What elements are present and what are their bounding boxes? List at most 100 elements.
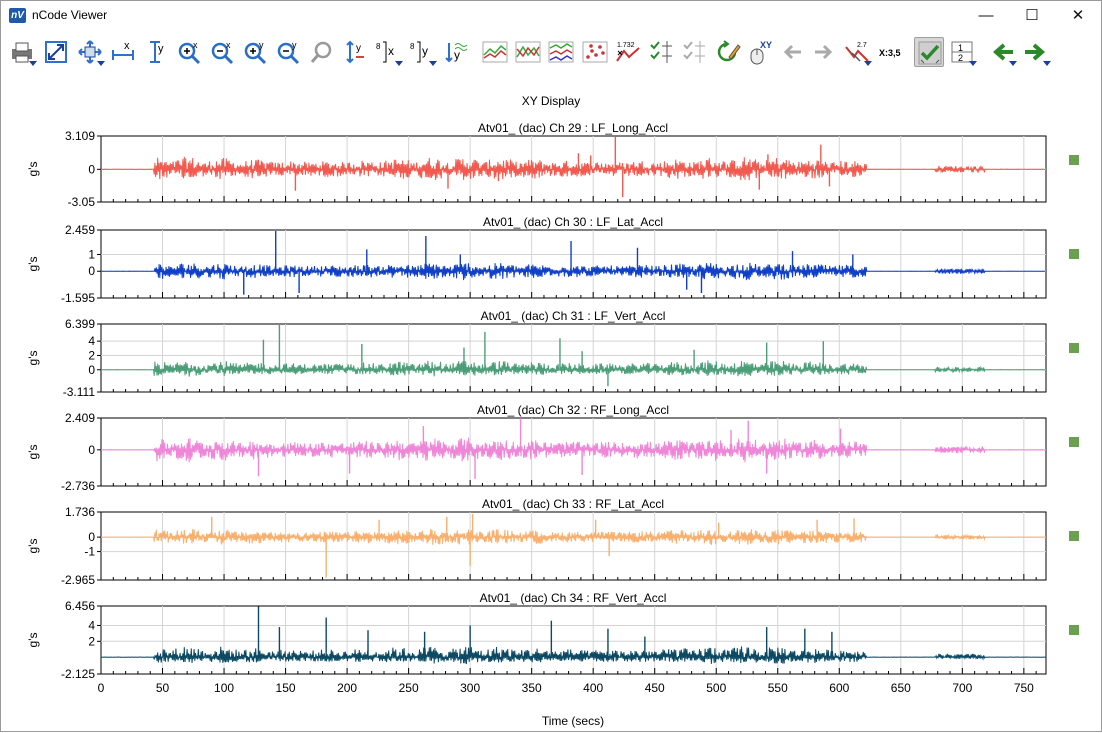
back-gray-glyph bbox=[783, 44, 801, 60]
svg-text:8: 8 bbox=[410, 42, 415, 51]
pan-icon[interactable] bbox=[75, 37, 105, 67]
x-tick-label: 350 bbox=[522, 681, 542, 695]
previous-arrow-icon[interactable] bbox=[987, 37, 1017, 67]
x-tick-label: 600 bbox=[829, 681, 849, 695]
dropdown-arrow-icon bbox=[97, 61, 105, 66]
legend-marker[interactable] bbox=[1069, 625, 1079, 635]
scatter-icon[interactable] bbox=[580, 37, 610, 67]
next-arrow-glyph bbox=[1025, 43, 1046, 61]
x-tick-label: 0 bbox=[98, 681, 105, 695]
x-range-icon[interactable]: x bbox=[109, 37, 139, 67]
x-range-glyph: x bbox=[112, 40, 134, 60]
y-scale-glyph: y bbox=[346, 40, 364, 64]
page-layout-glyph: 12 bbox=[951, 41, 973, 63]
zoom-out-x-icon[interactable]: x bbox=[208, 37, 238, 67]
svg-text:1.732: 1.732 bbox=[617, 42, 635, 49]
zoom-out-y-icon[interactable]: y bbox=[274, 37, 304, 67]
mouse-xy-icon[interactable]: XY bbox=[745, 37, 775, 67]
dropdown-arrow-icon bbox=[29, 61, 37, 66]
forward-gray-glyph bbox=[815, 44, 833, 60]
zoom-in-x-icon[interactable]: x bbox=[175, 37, 205, 67]
series-line bbox=[100, 262, 1046, 281]
dropdown-arrow-icon bbox=[1009, 61, 1017, 66]
series-line bbox=[100, 156, 1046, 181]
svg-text:y: y bbox=[158, 43, 164, 55]
y-scale-icon[interactable]: y bbox=[340, 37, 370, 67]
peak-marker-glyph: 2.7 bbox=[845, 42, 869, 62]
plot-area[interactable] bbox=[100, 511, 1047, 581]
y-axis-label: g's bbox=[26, 539, 40, 554]
y-tick-label: 3.109 bbox=[65, 129, 95, 143]
x-tick-label: 500 bbox=[706, 681, 726, 695]
x-tick-label: 550 bbox=[768, 681, 788, 695]
zoom-icon[interactable] bbox=[307, 37, 337, 67]
x-tick-label: 250 bbox=[399, 681, 419, 695]
value-readout-glyph: 1.732 bbox=[616, 42, 640, 62]
scatter-glyph bbox=[582, 41, 608, 63]
x-tick-label: 100 bbox=[214, 681, 234, 695]
plot-area[interactable] bbox=[100, 323, 1047, 393]
plot-area[interactable] bbox=[100, 229, 1047, 299]
legend-marker[interactable] bbox=[1069, 531, 1079, 541]
overlay-lines-icon[interactable] bbox=[480, 37, 510, 67]
overlay-crossed-icon[interactable] bbox=[513, 37, 543, 67]
stacked-lines-icon[interactable] bbox=[546, 37, 576, 67]
series-title: Atv01_ (dac) Ch 29 : LF_Long_Accl bbox=[478, 121, 668, 135]
svg-text:X:3,5: X:3,5 bbox=[879, 48, 901, 58]
y-tick-label: 6.456 bbox=[65, 599, 95, 613]
previous-arrow-glyph bbox=[992, 43, 1013, 61]
maximize-button[interactable]: ☐ bbox=[1025, 7, 1039, 24]
y-tick-label: 2 bbox=[88, 348, 95, 362]
y-tick-label: 0 bbox=[88, 443, 95, 457]
svg-text:x: x bbox=[193, 40, 198, 50]
y-axis-label: g's bbox=[26, 162, 40, 177]
back-gray-icon[interactable] bbox=[777, 37, 807, 67]
plot-area[interactable] bbox=[100, 605, 1047, 675]
zoom-in-y-icon[interactable]: y bbox=[241, 37, 271, 67]
cursor-values-icon[interactable] bbox=[646, 37, 676, 67]
next-arrow-icon[interactable] bbox=[1021, 37, 1051, 67]
xy-coordinates-icon[interactable]: X:3,5 bbox=[877, 37, 907, 67]
cursor-clear-icon[interactable] bbox=[679, 37, 709, 67]
edit-refresh-icon[interactable] bbox=[713, 37, 743, 67]
zoom-out-x-glyph: x bbox=[211, 40, 234, 65]
y-axis-label: g's bbox=[26, 351, 40, 366]
legend-marker[interactable] bbox=[1069, 437, 1079, 447]
dropdown-arrow-icon bbox=[1043, 61, 1051, 66]
y-axis-label: g's bbox=[26, 633, 40, 648]
overlay-lines-glyph bbox=[482, 41, 508, 63]
series-title: Atv01_ (dac) Ch 34 : RF_Vert_Accl bbox=[480, 591, 667, 605]
y-axis-label: g's bbox=[26, 257, 40, 272]
legend-marker[interactable] bbox=[1069, 249, 1079, 259]
y-stack-icon[interactable]: y bbox=[441, 37, 471, 67]
y-range-icon[interactable]: y bbox=[142, 37, 172, 67]
value-readout-icon[interactable]: 1.732 bbox=[613, 37, 643, 67]
close-button[interactable]: ✕ bbox=[1071, 7, 1085, 24]
legend-marker[interactable] bbox=[1069, 155, 1079, 165]
x-tick-label: 50 bbox=[156, 681, 170, 695]
accept-check-icon[interactable] bbox=[914, 37, 944, 67]
y-tick-label: 0 bbox=[88, 530, 95, 544]
y-tick-label: 0 bbox=[88, 363, 95, 377]
minimize-button[interactable]: — bbox=[978, 7, 994, 24]
y-tick-label: -1.595 bbox=[61, 291, 95, 305]
pan-glyph bbox=[78, 40, 102, 64]
xy-coordinates-glyph: X:3,5 bbox=[879, 48, 901, 58]
chart-title: XY Display bbox=[522, 94, 580, 108]
peak-marker-icon[interactable]: 2.7 bbox=[842, 37, 872, 67]
legend-marker[interactable] bbox=[1069, 343, 1079, 353]
cursor-clear-glyph bbox=[683, 41, 705, 63]
autoscale-icon[interactable] bbox=[41, 37, 71, 67]
xy-display-chart: XY Display Atv01_ (dac) Ch 29 : LF_Long_A… bbox=[26, 94, 1079, 728]
print-icon[interactable] bbox=[7, 37, 37, 67]
svg-text:8: 8 bbox=[376, 42, 381, 51]
series-line bbox=[100, 360, 1046, 377]
y-tick-label: 6.399 bbox=[65, 317, 95, 331]
zoom-out-y-glyph: y bbox=[277, 40, 300, 65]
forward-gray-icon[interactable] bbox=[809, 37, 839, 67]
